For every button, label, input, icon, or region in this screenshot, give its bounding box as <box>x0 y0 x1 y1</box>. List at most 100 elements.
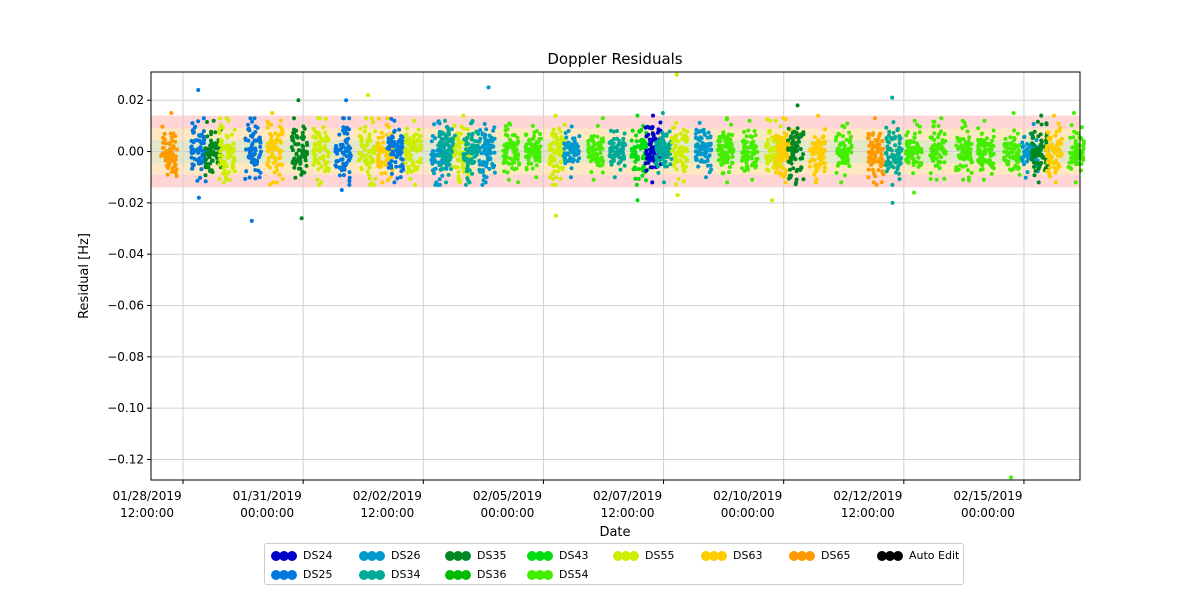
data-point-min <box>661 180 666 185</box>
data-point <box>302 170 307 175</box>
data-point <box>954 143 959 148</box>
data-point <box>1010 147 1015 152</box>
data-point <box>644 178 648 183</box>
data-point <box>313 145 317 150</box>
data-point-min <box>299 216 304 221</box>
data-point <box>279 126 284 131</box>
data-point <box>174 174 179 178</box>
data-point-max <box>1051 113 1056 118</box>
pass-DS25 <box>385 116 406 185</box>
data-point <box>898 161 903 166</box>
data-point <box>168 142 173 147</box>
data-point <box>658 142 663 147</box>
data-point <box>205 134 210 139</box>
data-point <box>669 149 674 154</box>
data-point <box>516 139 521 144</box>
data-point <box>931 119 936 124</box>
data-point <box>447 132 452 137</box>
data-point <box>437 177 442 182</box>
pass-DS54 <box>903 118 924 195</box>
data-point <box>894 170 898 175</box>
data-point <box>791 141 796 146</box>
data-point <box>888 160 893 165</box>
data-point <box>770 157 775 162</box>
data-point <box>503 157 507 162</box>
x-tick-label-time: 00:00:00 <box>480 506 534 520</box>
data-point <box>409 153 414 158</box>
data-point <box>886 147 890 152</box>
data-point-min <box>196 195 201 200</box>
data-point <box>967 146 972 151</box>
data-point <box>357 158 362 163</box>
pass-DS65 <box>159 111 179 178</box>
data-point <box>501 154 506 159</box>
data-point <box>897 137 902 142</box>
data-point <box>728 165 732 169</box>
data-point-max <box>872 116 877 121</box>
legend-item-auto-edit: Auto Edit <box>877 548 959 564</box>
data-point <box>247 126 251 131</box>
data-point <box>870 140 875 145</box>
data-point <box>358 126 363 131</box>
data-point <box>991 134 996 139</box>
data-point <box>644 134 649 139</box>
data-point-max <box>412 118 417 123</box>
data-point <box>679 137 684 142</box>
data-point <box>319 136 324 141</box>
data-point <box>904 159 909 164</box>
data-point <box>990 138 995 143</box>
data-point <box>514 148 519 152</box>
data-point <box>1047 138 1052 143</box>
data-point <box>279 118 283 123</box>
data-point <box>548 175 552 180</box>
data-point <box>251 132 256 137</box>
data-point <box>751 163 755 168</box>
data-point <box>362 158 367 163</box>
x-tick-label-time: 12:00:00 <box>120 506 174 520</box>
data-point <box>469 134 474 138</box>
data-point <box>911 139 916 144</box>
data-point <box>548 147 553 152</box>
data-point <box>162 131 167 136</box>
data-point <box>435 148 440 153</box>
data-point <box>1012 128 1017 133</box>
data-point <box>1030 156 1035 161</box>
data-point <box>1022 149 1027 154</box>
data-point <box>697 145 701 150</box>
data-point <box>359 166 364 170</box>
data-point <box>727 170 731 175</box>
data-point <box>482 145 487 150</box>
data-point <box>943 139 948 143</box>
data-point <box>653 161 658 166</box>
data-point <box>413 132 418 137</box>
data-point <box>665 155 670 159</box>
data-point-max <box>366 93 371 98</box>
data-point-min <box>249 218 254 223</box>
data-point <box>716 138 721 143</box>
data-point <box>474 129 479 134</box>
data-point <box>372 182 377 187</box>
data-point-min <box>675 193 680 198</box>
x-axis-label: Date <box>599 525 630 540</box>
data-point <box>277 156 282 161</box>
data-point <box>502 143 507 148</box>
data-point <box>599 137 604 142</box>
data-point <box>430 149 435 154</box>
data-point <box>897 141 902 146</box>
data-point <box>173 134 178 139</box>
data-point <box>341 173 346 178</box>
data-point <box>550 182 555 187</box>
data-point <box>459 124 464 129</box>
data-point <box>418 133 423 138</box>
data-point <box>1059 152 1064 156</box>
data-point <box>371 120 375 125</box>
pass-DS55 <box>669 72 690 198</box>
data-point <box>1033 168 1038 173</box>
data-point <box>1053 161 1058 165</box>
data-point <box>1044 121 1049 126</box>
data-point <box>966 175 971 180</box>
data-point-max <box>936 123 941 128</box>
data-point <box>838 142 843 147</box>
data-point <box>740 139 745 144</box>
data-point <box>190 166 195 171</box>
